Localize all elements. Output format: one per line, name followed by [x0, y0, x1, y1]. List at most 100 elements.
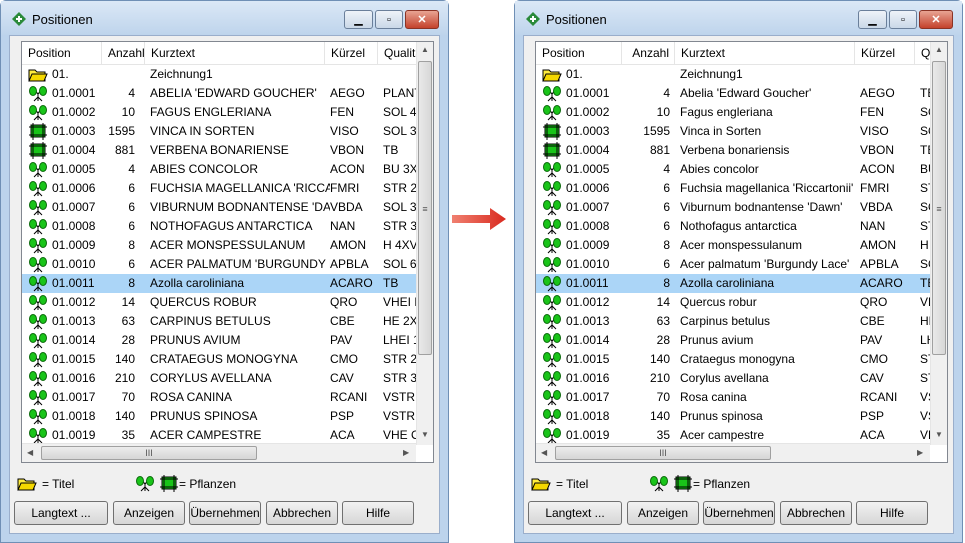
- table-row[interactable]: 01.0010 6 ACER PALMATUM 'BURGUNDY LACE' …: [22, 255, 416, 274]
- abbrechen-button[interactable]: Abbrechen: [780, 501, 852, 525]
- minimize-button[interactable]: ▁: [858, 10, 887, 29]
- table-row[interactable]: 01.0001 4 ABELIA 'EDWARD GOUCHER' AEGO P…: [22, 84, 416, 103]
- column-header-anzahl[interactable]: Anzahl: [622, 42, 675, 65]
- table-row[interactable]: 01.0005 4 ABIES CONCOLOR ACON BU 3XV: [22, 160, 416, 179]
- positions-list[interactable]: PositionAnzahlKurztextKürzelQualität 01.…: [21, 41, 434, 463]
- table-row[interactable]: 01.0019 35 ACER CAMPESTRE ACA VHE O: [22, 426, 416, 445]
- table-row[interactable]: 01.0015 140 CRATAEGUS MONOGYNA CMO STR 2…: [22, 350, 416, 369]
- column-header-qualitaet[interactable]: Qu: [915, 42, 931, 65]
- table-row[interactable]: 01.0007 6 Viburnum bodnantense 'Dawn' VB…: [536, 198, 930, 217]
- vertical-scroll-thumb[interactable]: ≡: [932, 61, 946, 355]
- table-row[interactable]: 01.0012 14 QUERCUS ROBUR QRO VHEI M: [22, 293, 416, 312]
- vertical-scrollbar[interactable]: ▲ ≡ ▼: [416, 42, 433, 445]
- uebernehmen-button[interactable]: Übernehmen: [189, 501, 261, 525]
- table-row[interactable]: 01.0016 210 Corylus avellana CAV ST: [536, 369, 930, 388]
- table-row[interactable]: 01.0007 6 VIBURNUM BODNANTENSE 'DAWN' VB…: [22, 198, 416, 217]
- anzeigen-button[interactable]: Anzeigen: [113, 501, 185, 525]
- minimize-button[interactable]: ▁: [344, 10, 373, 29]
- table-row[interactable]: 01.0018 140 PRUNUS SPINOSA PSP VSTR O: [22, 407, 416, 426]
- cell-anzahl: 70: [121, 390, 135, 404]
- abbrechen-button[interactable]: Abbrechen: [266, 501, 338, 525]
- scroll-left-icon[interactable]: ◀: [541, 448, 548, 457]
- langtext-button[interactable]: Langtext ...: [528, 501, 622, 525]
- cell-kurztext: Corylus avellana: [680, 371, 769, 385]
- table-row[interactable]: 01.0002 10 FAGUS ENGLERIANA FEN SOL 4X: [22, 103, 416, 122]
- scroll-down-icon[interactable]: ▼: [935, 430, 943, 439]
- plant-icon: [542, 427, 562, 444]
- minimize-icon: ▁: [868, 14, 877, 26]
- table-row[interactable]: 01.0001 4 Abelia 'Edward Goucher' AEGO T…: [536, 84, 930, 103]
- cell-position: 01.0005: [52, 162, 96, 176]
- table-row[interactable]: 01.0015 140 Crataegus monogyna CMO ST: [536, 350, 930, 369]
- table-row[interactable]: 01.0006 6 Fuchsia magellanica 'Riccarton…: [536, 179, 930, 198]
- horizontal-scrollbar[interactable]: ◀ III ▶: [22, 443, 416, 462]
- column-header-kuerzel[interactable]: Kürzel: [325, 42, 378, 65]
- table-row[interactable]: 01.0019 35 Acer campestre ACA VH: [536, 426, 930, 445]
- cell-kurztext: PRUNUS AVIUM: [150, 333, 241, 347]
- table-row[interactable]: 01.0008 6 NOTHOFAGUS ANTARCTICA NAN STR …: [22, 217, 416, 236]
- maximize-button[interactable]: ▫: [375, 10, 403, 29]
- table-row[interactable]: 01.0011 8 Azolla caroliniana ACARO TB: [22, 274, 416, 293]
- vertical-scrollbar[interactable]: ▲ ≡ ▼: [930, 42, 947, 445]
- table-row[interactable]: 01.0002 10 Fagus engleriana FEN SO: [536, 103, 930, 122]
- table-row[interactable]: 01.0014 28 PRUNUS AVIUM PAV LHEI 1: [22, 331, 416, 350]
- scroll-down-icon[interactable]: ▼: [421, 430, 429, 439]
- title-bar[interactable]: Positionen ▁ ▫ ✕: [1, 1, 448, 35]
- scroll-up-icon[interactable]: ▲: [421, 45, 429, 54]
- table-row[interactable]: 01.0004 881 Verbena bonariensis VBON TB: [536, 141, 930, 160]
- table-row[interactable]: 01.0011 8 Azolla caroliniana ACARO TB: [536, 274, 930, 293]
- table-row[interactable]: 01.0016 210 CORYLUS AVELLANA CAV STR 3X: [22, 369, 416, 388]
- table-row[interactable]: 01.0004 881 VERBENA BONARIENSE VBON TB: [22, 141, 416, 160]
- cell-kuerzel: NAN: [860, 219, 886, 233]
- column-header-qualitaet[interactable]: Qualität: [378, 42, 418, 65]
- hilfe-button[interactable]: Hilfe: [342, 501, 414, 525]
- column-header-anzahl[interactable]: Anzahl: [102, 42, 145, 65]
- column-header-kurztext[interactable]: Kurztext: [145, 42, 325, 65]
- scroll-up-icon[interactable]: ▲: [935, 45, 943, 54]
- column-header-kuerzel[interactable]: Kürzel: [855, 42, 915, 65]
- table-row[interactable]: 01.0003 1595 Vinca in Sorten VISO SO: [536, 122, 930, 141]
- table-row[interactable]: 01.0005 4 Abies concolor ACON BU: [536, 160, 930, 179]
- table-row[interactable]: 01.0009 8 ACER MONSPESSULANUM AMON H 4XV: [22, 236, 416, 255]
- table-row[interactable]: 01.0017 70 ROSA CANINA RCANI VSTR O: [22, 388, 416, 407]
- horizontal-scroll-thumb[interactable]: III: [41, 446, 257, 460]
- column-header-position[interactable]: Position: [22, 42, 102, 65]
- scroll-right-icon[interactable]: ▶: [917, 448, 924, 457]
- table-row[interactable]: 01. Zeichnung1: [22, 65, 416, 84]
- close-button[interactable]: ✕: [919, 10, 953, 29]
- scroll-right-icon[interactable]: ▶: [403, 448, 410, 457]
- table-row[interactable]: 01.0013 63 CARPINUS BETULUS CBE HE 2XV: [22, 312, 416, 331]
- table-row[interactable]: 01. Zeichnung1: [536, 65, 930, 84]
- hilfe-button[interactable]: Hilfe: [856, 501, 928, 525]
- cell-anzahl: 63: [121, 314, 135, 328]
- vertical-scroll-thumb[interactable]: ≡: [418, 61, 432, 355]
- close-button[interactable]: ✕: [405, 10, 439, 29]
- column-header-kurztext[interactable]: Kurztext: [675, 42, 855, 65]
- table-row[interactable]: 01.0006 6 FUCHSIA MAGELLANICA 'RICCARTON…: [22, 179, 416, 198]
- table-row[interactable]: 01.0008 6 Nothofagus antarctica NAN ST: [536, 217, 930, 236]
- table-row[interactable]: 01.0009 8 Acer monspessulanum AMON H: [536, 236, 930, 255]
- langtext-button[interactable]: Langtext ...: [14, 501, 108, 525]
- horizontal-scrollbar[interactable]: ◀ III ▶: [536, 443, 930, 462]
- cell-kurztext: VIBURNUM BODNANTENSE 'DAWN': [150, 200, 330, 214]
- cell-position: 01.0007: [566, 200, 610, 214]
- uebernehmen-button[interactable]: Übernehmen: [703, 501, 775, 525]
- table-row[interactable]: 01.0010 6 Acer palmatum 'Burgundy Lace' …: [536, 255, 930, 274]
- table-row[interactable]: 01.0014 28 Prunus avium PAV LH: [536, 331, 930, 350]
- cell-qualitaet: SOL 6X: [383, 257, 416, 271]
- scroll-left-icon[interactable]: ◀: [27, 448, 34, 457]
- cell-position: 01.0010: [52, 257, 96, 271]
- table-row[interactable]: 01.0003 1595 VINCA IN SORTEN VISO SOL 3X: [22, 122, 416, 141]
- horizontal-scroll-thumb[interactable]: III: [555, 446, 771, 460]
- column-header-position[interactable]: Position: [536, 42, 622, 65]
- cell-qualitaet: VH: [920, 295, 930, 309]
- table-row[interactable]: 01.0017 70 Rosa canina RCANI VS: [536, 388, 930, 407]
- plant-icon: [542, 332, 562, 349]
- table-row[interactable]: 01.0018 140 Prunus spinosa PSP VS: [536, 407, 930, 426]
- table-row[interactable]: 01.0012 14 Quercus robur QRO VH: [536, 293, 930, 312]
- title-bar[interactable]: Positionen ▁ ▫ ✕: [515, 1, 962, 35]
- maximize-button[interactable]: ▫: [889, 10, 917, 29]
- anzeigen-button[interactable]: Anzeigen: [627, 501, 699, 525]
- table-row[interactable]: 01.0013 63 Carpinus betulus CBE HE: [536, 312, 930, 331]
